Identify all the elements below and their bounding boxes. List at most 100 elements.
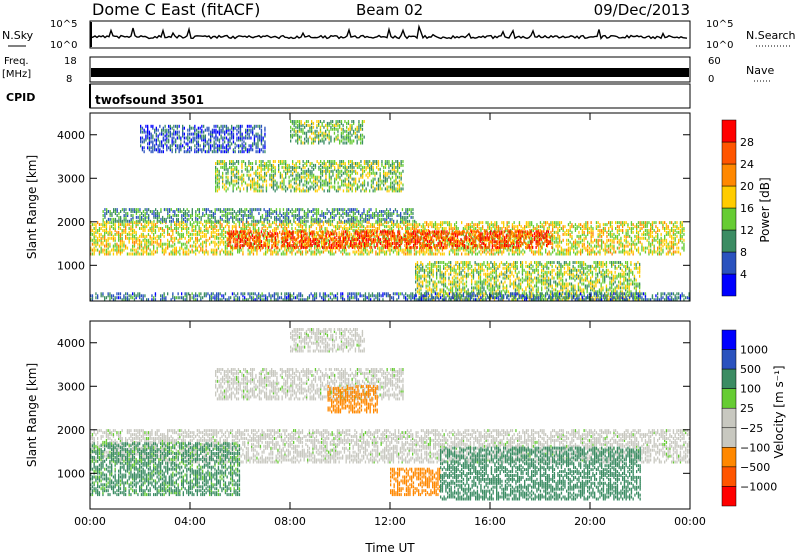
power-cell [588,242,591,246]
power-cell [389,246,391,250]
power-cell [378,227,381,230]
power-cell [443,227,445,230]
power-cell [91,252,94,256]
power-cell [609,248,612,252]
power-cell [123,242,125,246]
power-cell [142,250,144,254]
power-cell [566,242,568,246]
power-cell [336,240,339,244]
power-cell [114,238,116,242]
power-cell [592,240,594,244]
power-cell [147,246,150,250]
power-cell [261,246,263,250]
power-cell [275,242,277,246]
power-cell [436,223,438,227]
power-cell [93,238,95,242]
power-cell [573,225,575,229]
power-cell [434,252,437,256]
power-cell [573,250,575,254]
power-cell [90,232,92,236]
power-cell [161,250,164,254]
power-cell [527,223,529,227]
power-cell [314,242,316,246]
power-cell [273,242,275,245]
power-cell [440,252,442,256]
power-cell [358,240,361,244]
power-cell [216,250,218,254]
power-cell [170,244,172,248]
power-cell [344,236,347,240]
power-cell [91,248,94,252]
power-cell [319,234,321,238]
power-cell [224,248,227,252]
power-cell [380,240,382,244]
power-cell [611,246,613,250]
power-cell [483,238,486,242]
power-cell [179,252,181,256]
power-cell [608,238,610,242]
power-cell [242,229,244,232]
power-cell [667,227,669,230]
power-cell [207,214,209,217]
power-cell [494,227,496,230]
power-cell [364,250,367,254]
power-cell [314,217,316,221]
power-cell [111,248,113,252]
power-cell [475,238,477,242]
power-cell [247,214,250,217]
power-cell [564,225,566,229]
power-cell [142,214,145,217]
power-cell [557,240,559,244]
power-cell [363,234,365,238]
power-cell [102,234,104,238]
power-cell [342,232,344,236]
power-cell [450,232,452,236]
nave-tick-top: 60 [708,56,721,67]
power-cell [581,225,584,229]
power-cell [622,250,624,254]
power-cell [424,225,426,229]
power-cell [212,230,214,234]
power-cell [620,229,622,232]
power-cell [207,238,209,242]
power-cell [415,225,417,229]
power-cell [303,217,306,221]
power-cell [531,232,533,236]
power-cell [140,223,143,227]
power-cell [142,229,144,232]
power-cell [555,236,557,240]
power-cell [672,229,675,232]
power-cell [398,223,400,227]
power-cell [153,252,155,256]
power-cell [193,250,195,254]
power-cell [450,238,452,242]
power-cell [383,240,385,244]
power-cell [662,248,664,252]
power-cell [255,187,257,191]
power-cell [521,242,523,245]
power-cell [583,236,585,240]
freq-panel: Freq. [MHz] 18 8 60 0 Nave [2,56,774,85]
power-cell [111,230,113,234]
power-cell [170,219,172,223]
power-cell [221,232,223,236]
power-cell [123,244,125,248]
power-cell [375,230,377,234]
power-cell [576,242,578,246]
power-cell [672,250,675,254]
power-cell [375,252,377,256]
power-cell [395,242,397,245]
power-cell [560,227,563,230]
power-cell [494,248,496,252]
power-cell [300,215,302,219]
power-cell [287,225,290,229]
power-cell [490,234,493,238]
power-cell [105,238,108,242]
power-cell [281,236,284,240]
power-cell [539,248,542,252]
power-cell [202,244,204,248]
power-cell [560,240,563,244]
power-cell [351,215,353,219]
power-cell [667,232,669,236]
power-cell [204,219,206,223]
